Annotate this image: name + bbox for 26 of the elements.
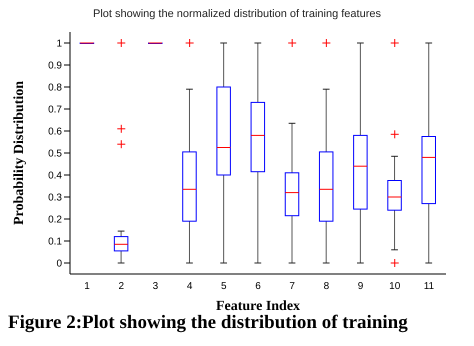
x-tick-label: 2 [118, 281, 124, 292]
x-tick-label: 6 [255, 281, 262, 292]
x-tick-label: 1 [84, 281, 90, 292]
y-tick-label: 0.9 [48, 60, 62, 72]
y-axis-title: Probability Distribution [12, 80, 27, 226]
x-axis-title: Feature Index [216, 299, 300, 314]
y-tick-label: 0.8 [48, 82, 62, 94]
x-tick-label: 10 [389, 281, 401, 292]
caption: Figure 2:Plot showing the distribution of training [8, 312, 409, 334]
y-tick-label: 0.7 [48, 104, 62, 116]
x-tick-label: 9 [358, 281, 364, 292]
y-tick-label: 0.4 [48, 170, 62, 182]
x-tick-label: 7 [289, 281, 296, 292]
y-tick-label: 0.1 [48, 236, 62, 248]
y-tick-label: 0.6 [48, 126, 62, 138]
y-tick-label: 1 [56, 38, 62, 50]
x-tick-label: 8 [324, 281, 330, 292]
y-tick-label: 0.3 [48, 192, 62, 204]
y-tick-label: 0.5 [48, 148, 62, 160]
x-tick-label: 3 [152, 281, 159, 292]
x-tick-label: 5 [221, 281, 228, 292]
y-tick-label: 0 [56, 258, 62, 270]
y-tick-label: 0.2 [48, 214, 62, 226]
chart-title: Plot showing the normalized distribution of training features [92, 8, 382, 22]
x-tick-label: 11 [424, 281, 435, 292]
x-tick-label: 4 [186, 281, 193, 292]
